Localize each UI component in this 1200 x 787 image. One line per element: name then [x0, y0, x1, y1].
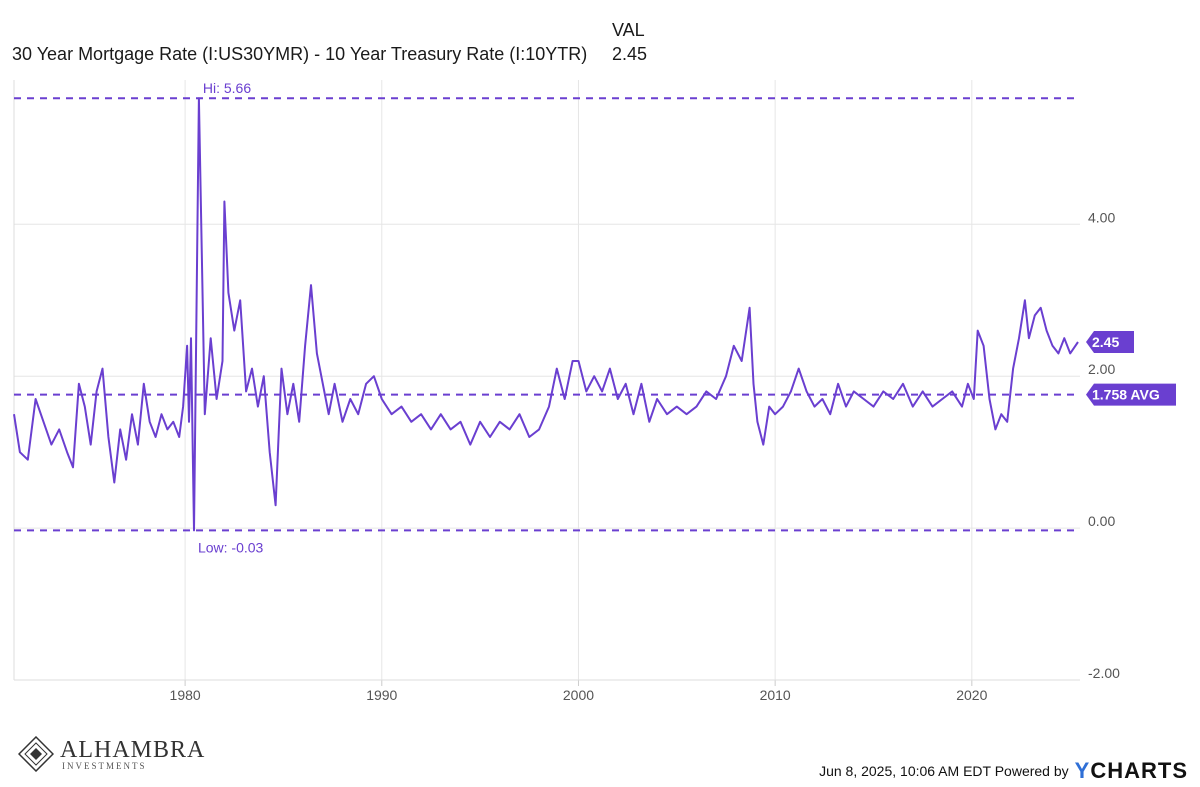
series-line[interactable]: [13, 97, 1079, 532]
low-annotation: Low: -0.03: [198, 539, 264, 555]
current-value-badge-text: 2.45: [1092, 334, 1119, 350]
x-tick-label: 2010: [760, 687, 791, 703]
x-tick-label: 2020: [956, 687, 987, 703]
y-tick-label: 2.00: [1088, 361, 1115, 377]
average-badge: 1.758 AVG: [1086, 383, 1176, 406]
legend-series-value: 2.45: [612, 44, 648, 64]
alhambra-logo: ALHAMBRA INVESTMENTS: [18, 736, 205, 772]
footer-attribution: Jun 8, 2025, 10:06 AM EDT Powered by YCH…: [819, 758, 1188, 784]
average-badge-text: 1.758 AVG: [1092, 387, 1160, 403]
ycharts-logo-y: Y: [1074, 758, 1091, 783]
logo-main-text: ALHAMBRA: [60, 736, 206, 763]
high-annotation: Hi: 5.66: [203, 80, 251, 96]
current-value-badge: 2.45: [1086, 331, 1134, 354]
footer-timestamp: Jun 8, 2025, 10:06 AM EDT Powered by: [819, 763, 1069, 779]
y-tick-label: 4.00: [1088, 209, 1115, 225]
x-tick-label: 2000: [563, 687, 594, 703]
axis-ticks: 4.00 2.00 0.00 -2.00 1980 1990 2000 2010 2020 Hi:…: [170, 80, 1121, 703]
legend-series-label[interactable]: 30 Year Mortgage Rate (I:US30YMR) - 10 Y…: [12, 44, 588, 64]
ycharts-logo[interactable]: YCHARTS: [1075, 758, 1188, 784]
alhambra-diamond-icon: [18, 736, 54, 772]
grid-layer: [14, 80, 1080, 686]
current-value-badge-shape: [1086, 331, 1134, 354]
value-badges: 2.45 1.758 AVG: [1086, 331, 1176, 406]
y-tick-label: 0.00: [1088, 513, 1115, 529]
average-badge-shape: [1086, 383, 1176, 406]
logo-sub-text: INVESTMENTS: [62, 760, 147, 771]
x-tick-label: 1980: [170, 687, 201, 703]
y-tick-label: -2.00: [1088, 665, 1120, 681]
x-tick-label: 1990: [366, 687, 397, 703]
ycharts-logo-rest: CHARTS: [1090, 758, 1188, 783]
reference-lines: [14, 97, 1080, 532]
legend-column-header: VAL: [612, 20, 645, 40]
